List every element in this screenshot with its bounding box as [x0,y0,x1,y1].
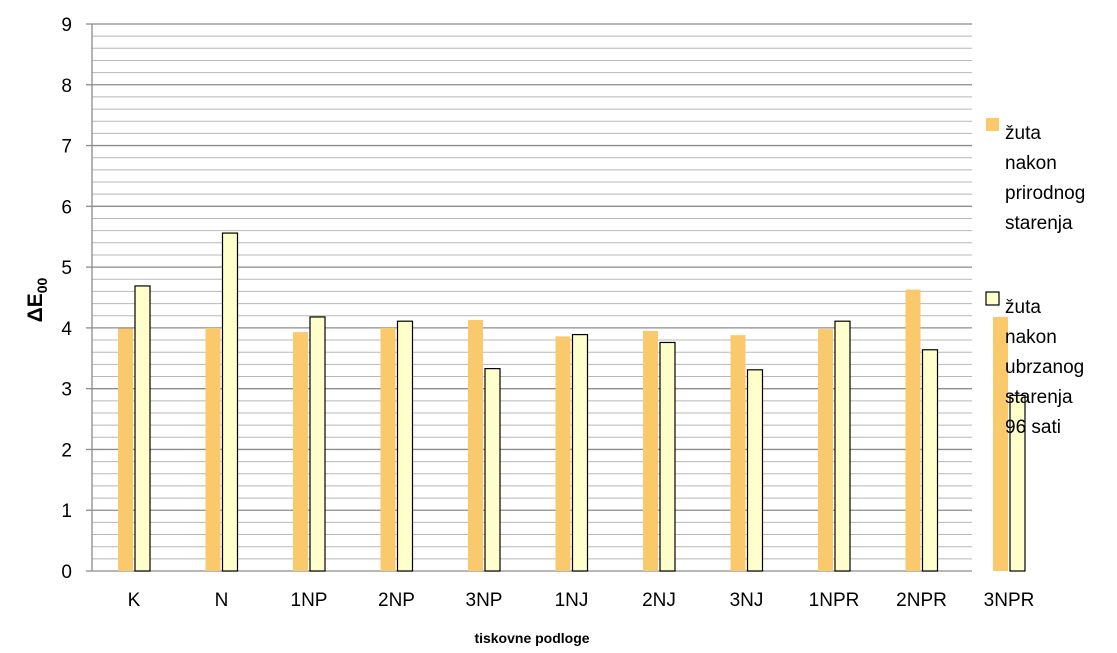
y-tick-label: 7 [61,137,72,158]
legend-label-line: žuta [1005,297,1041,318]
x-axis-title: tiskovne podloge [474,630,589,646]
legend-label-line: nakon [1005,327,1057,348]
y-axis-title-main: ΔE [24,293,47,322]
x-tick-label: 3NPR [984,590,1035,611]
x-tick-label: 2NP [378,590,415,611]
bar-ubrzano-3NJ [746,369,764,572]
bar-ubrzano-2NP [396,320,414,572]
x-tick-label: 1NJ [555,590,589,611]
x-tick-label: 1NPR [809,590,860,611]
bar-ubrzano-N [221,232,239,572]
x-tick-label: 3NJ [730,590,764,611]
x-tick-label: 1NP [291,590,328,611]
bar-prirodno-2NPR [905,289,921,571]
x-tick-label: 2NJ [642,590,676,611]
bar-ubrzano-1NJ [571,333,589,572]
y-axis-title: ΔE00 [24,277,50,322]
x-tick-label: N [215,590,229,611]
y-tick-label: 1 [61,501,72,522]
bars [118,232,1026,572]
bar-prirodno-3NJ [730,335,746,571]
bar-prirodno-1NPR [818,329,833,571]
legend-label-line: prirodnog [1005,183,1085,204]
y-tick-label: 8 [61,76,72,97]
legend-label-line: 96 sati [1005,417,1061,438]
y-tick-label: 3 [61,380,72,401]
x-tick-labels: K N 1NP 2NP 3NP 1NJ 2NJ 3NJ 1NPR 2NPR 3NPR [128,590,1035,611]
legend-label-line: nakon [1005,153,1057,174]
legend-label-line: žuta [1005,123,1041,144]
bar-ubrzano-1NP [309,316,326,572]
y-tick-label: 2 [61,440,72,461]
bar-prirodno-3NPR [993,316,1008,571]
y-tick-label: 5 [61,258,72,279]
bar-prirodno-1NJ [555,336,571,571]
bar-prirodno-2NP [380,327,396,571]
bar-prirodno-1NP [293,332,308,571]
bar-ubrzano-1NPR [834,320,851,572]
bar-ubrzano-2NJ [659,341,676,572]
x-tick-label: 2NPR [896,590,947,611]
bar-prirodno-N [205,327,221,571]
legend-label-line: starenja [1005,213,1073,234]
legend-label-line: starenja [1005,387,1073,408]
legend-swatch [985,291,1000,306]
bar-prirodno-2NJ [643,330,658,571]
bar-ubrzano-K [134,285,151,572]
y-tick-label: 9 [61,15,72,36]
y-tick-labels: 0 1 2 3 4 5 6 7 8 9 [61,15,72,583]
bar-ubrzano-3NPR [1009,394,1026,572]
x-tick-label: 3NP [466,590,503,611]
y-axis-title-subscript: 00 [34,277,50,293]
x-tick-label: K [128,590,141,611]
legend-label-line: ubrzanog [1005,357,1084,378]
bar-ubrzano-2NPR [921,349,939,572]
legend: žuta nakon prirodnog starenja žuta nakon ubrza… [985,118,1085,438]
bar-prirodno-3NP [468,319,483,571]
bar-ubrzano-3NP [484,368,501,572]
y-tick-label: 4 [61,319,72,340]
legend-swatch [986,118,999,131]
bar-prirodno-K [118,328,133,571]
y-tick-label: 6 [61,197,72,218]
svg-text:ΔE00: ΔE00 [24,277,50,322]
y-tick-label: 0 [61,562,72,583]
